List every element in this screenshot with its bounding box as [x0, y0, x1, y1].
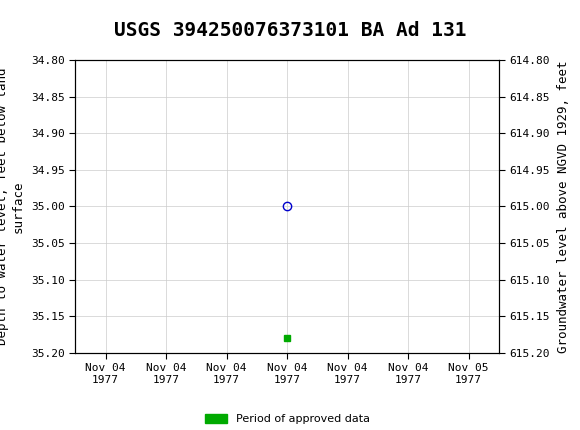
Legend: Period of approved data: Period of approved data — [200, 410, 374, 429]
Text: USGS 394250076373101 BA Ad 131: USGS 394250076373101 BA Ad 131 — [114, 21, 466, 40]
Y-axis label: Groundwater level above NGVD 1929, feet: Groundwater level above NGVD 1929, feet — [557, 60, 570, 353]
Text: ≡USGS: ≡USGS — [12, 8, 88, 27]
Y-axis label: Depth to water level, feet below land
surface: Depth to water level, feet below land su… — [0, 68, 24, 345]
